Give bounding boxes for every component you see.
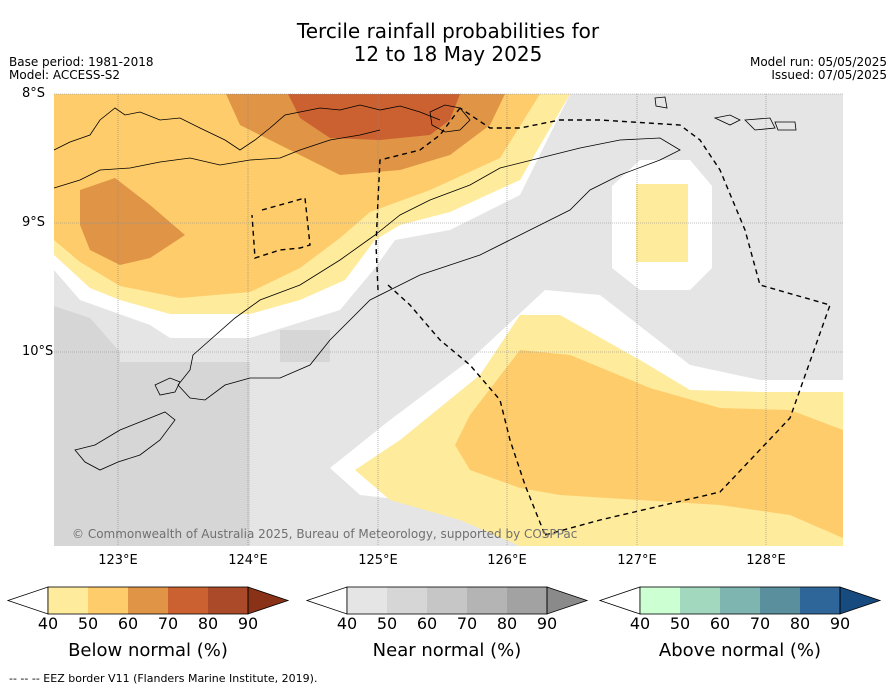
lon-label-125e: 125°E	[358, 553, 398, 568]
metadata-right: Model run: 05/05/2025 Issued: 07/05/2025	[750, 56, 887, 82]
lon-label-128e: 128°E	[746, 553, 786, 568]
colorbar-below-border	[47, 586, 249, 615]
colorbar-below-segment	[168, 587, 208, 614]
colorbar-below-arrow-left	[6, 586, 49, 615]
colorbar-near-arrow-right	[546, 586, 589, 615]
colorbar-near-segment	[427, 587, 467, 614]
lon-label-124e: 124°E	[228, 553, 268, 568]
colorbar-near-segment	[387, 587, 427, 614]
colorbar-above-segment	[640, 587, 680, 614]
colorbar-below-segment	[48, 587, 88, 614]
colorbar-above-tick: 40	[629, 614, 651, 633]
rote-coast	[154, 377, 181, 396]
copyright-credit: © Commonwealth of Australia 2025, Bureau…	[72, 527, 578, 541]
colorbar-near-tick: 60	[416, 614, 438, 633]
colorbar-below-segment	[128, 587, 168, 614]
eez-line-main	[387, 284, 546, 536]
eez-border	[251, 107, 831, 536]
colorbar-label-below: Below normal (%)	[68, 640, 228, 661]
model-text: Model: ACCESS-S2	[9, 68, 121, 82]
colorbar-below-arrow-right	[247, 586, 290, 615]
colorbar-below-tick: 70	[157, 614, 179, 633]
colorbar-near-segment	[347, 587, 387, 614]
issued-text: Issued: 07/05/2025	[771, 68, 887, 82]
lon-label-123e: 123°E	[98, 553, 138, 568]
wetar-coast	[429, 104, 471, 133]
colorbar-near-tick: 70	[456, 614, 478, 633]
colorbar-near-arrow-left	[305, 586, 348, 615]
colorbar-above-arrow-left	[598, 586, 641, 615]
sawu-coast	[74, 411, 176, 471]
east-islands	[654, 96, 797, 131]
metadata-left: Base period: 1981-2018 Model: ACCESS-S2	[9, 56, 154, 82]
timor-coast	[177, 137, 681, 401]
title-line-1: Tercile rainfall probabilities for	[296, 19, 600, 43]
below-normal-50-60-south	[455, 350, 843, 538]
near-normal-60-area	[54, 306, 250, 546]
colorbar-below-tick: 90	[237, 614, 259, 633]
eez-line-west	[251, 197, 311, 259]
base-period-text: Base period: 1981-2018	[9, 55, 154, 69]
chart-title: Tercile rainfall probabilities for 12 to…	[0, 20, 896, 66]
eez-footer-note: -- -- -- EEZ border V11 (Flanders Marine…	[9, 672, 318, 685]
lat-label-10s: 10°S	[22, 344, 54, 359]
lat-label-8s: 8°S	[22, 86, 46, 101]
colorbar-above-tick: 60	[709, 614, 731, 633]
title-line-2: 12 to 18 May 2025	[353, 42, 543, 66]
colorbar-near-border	[346, 586, 548, 615]
lon-label-127e: 127°E	[617, 553, 657, 568]
colorbar-label-above: Above normal (%)	[658, 640, 822, 661]
flores-coast	[53, 104, 441, 151]
lat-label-9s: 9°S	[22, 215, 46, 230]
colorbar-below-segment	[208, 587, 248, 614]
eez-line-east	[459, 107, 831, 536]
colorbar-above-segment	[760, 587, 800, 614]
colorbar-near-tick: 40	[336, 614, 358, 633]
below-normal-50-60-patch	[54, 94, 56, 96]
colorbar-below-tick: 40	[37, 614, 59, 633]
graticule	[54, 93, 843, 546]
colorbar-below-tick: 50	[77, 614, 99, 633]
below-normal-60-70-west	[80, 178, 185, 265]
model-run-text: Model run: 05/05/2025	[749, 55, 887, 69]
colorbar-above-segment	[720, 587, 760, 614]
colorbar-near-tick: 90	[536, 614, 558, 633]
colorbar-above-tick: 80	[789, 614, 811, 633]
colorbar-near-tick: 50	[376, 614, 398, 633]
colorbar-below-tick: 80	[197, 614, 219, 633]
colorbar-near-tick: 80	[496, 614, 518, 633]
coastlines	[53, 96, 797, 471]
colorbar-near-segment	[507, 587, 547, 614]
colorbar-above-tick: 90	[829, 614, 851, 633]
lon-label-126e: 126°E	[487, 553, 527, 568]
below-normal-70-80-north	[288, 94, 460, 140]
colorbar-above-border	[639, 586, 841, 615]
colorbar-above-tick: 50	[669, 614, 691, 633]
colorbar-below-tick: 60	[117, 614, 139, 633]
colorbar-label-near: Near normal (%)	[372, 640, 522, 661]
colorbar-above-segment	[680, 587, 720, 614]
near-normal-60-area-2	[280, 330, 330, 362]
colorbar-below-segment	[88, 587, 128, 614]
colorbar-above-arrow-right	[839, 586, 882, 615]
flores-south-coast	[53, 129, 381, 189]
colorbar-near-segment	[467, 587, 507, 614]
colorbar-above-tick: 70	[749, 614, 771, 633]
colorbar-above-segment	[800, 587, 840, 614]
eez-line-north	[375, 107, 461, 291]
